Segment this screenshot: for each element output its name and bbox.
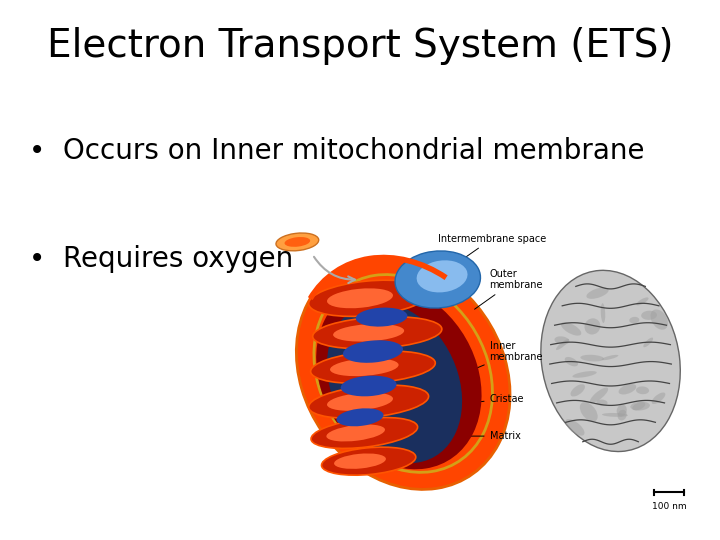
Text: •  Occurs on Inner mitochondrial membrane: • Occurs on Inner mitochondrial membrane — [29, 137, 644, 165]
Text: Electron Transport System (ETS): Electron Transport System (ETS) — [47, 27, 673, 65]
Ellipse shape — [580, 402, 598, 422]
Ellipse shape — [565, 419, 585, 436]
Ellipse shape — [322, 447, 415, 475]
Ellipse shape — [618, 410, 627, 421]
Ellipse shape — [336, 408, 384, 426]
Ellipse shape — [586, 287, 608, 299]
Ellipse shape — [600, 303, 606, 323]
Ellipse shape — [650, 309, 668, 330]
Ellipse shape — [343, 340, 403, 363]
FancyArrowPatch shape — [314, 257, 355, 283]
Ellipse shape — [580, 355, 604, 361]
Ellipse shape — [284, 237, 310, 247]
Ellipse shape — [641, 310, 657, 320]
Ellipse shape — [327, 288, 393, 308]
Ellipse shape — [309, 385, 428, 418]
Text: Inner
membrane: Inner membrane — [467, 341, 543, 373]
Ellipse shape — [564, 357, 578, 366]
Ellipse shape — [341, 376, 397, 396]
Ellipse shape — [333, 324, 404, 342]
Ellipse shape — [596, 400, 608, 406]
Ellipse shape — [632, 402, 645, 410]
Ellipse shape — [316, 284, 482, 469]
Ellipse shape — [616, 404, 627, 416]
Ellipse shape — [327, 393, 393, 411]
Ellipse shape — [327, 302, 462, 463]
Ellipse shape — [602, 413, 628, 417]
Text: Cristae: Cristae — [458, 394, 524, 404]
Ellipse shape — [601, 355, 618, 360]
Text: Matrix: Matrix — [441, 431, 521, 441]
Ellipse shape — [541, 271, 680, 451]
Ellipse shape — [309, 280, 428, 316]
Ellipse shape — [572, 371, 597, 378]
Ellipse shape — [652, 393, 665, 404]
Text: •  Requires oxygen: • Requires oxygen — [29, 245, 293, 273]
Ellipse shape — [585, 318, 600, 334]
Ellipse shape — [590, 388, 608, 403]
Ellipse shape — [311, 417, 418, 448]
Text: Intermembrane space: Intermembrane space — [427, 234, 546, 284]
Ellipse shape — [417, 260, 467, 293]
Ellipse shape — [297, 258, 510, 489]
Ellipse shape — [326, 424, 385, 442]
Text: 100 nm: 100 nm — [652, 502, 686, 511]
Ellipse shape — [561, 322, 581, 336]
Ellipse shape — [310, 351, 436, 383]
Ellipse shape — [630, 402, 650, 410]
Text: Outer
membrane: Outer membrane — [474, 269, 543, 309]
Ellipse shape — [636, 298, 649, 306]
Ellipse shape — [636, 387, 649, 394]
Ellipse shape — [570, 384, 585, 396]
Ellipse shape — [356, 308, 408, 327]
Ellipse shape — [554, 336, 570, 345]
Ellipse shape — [643, 338, 653, 347]
Ellipse shape — [312, 316, 442, 349]
Ellipse shape — [395, 251, 480, 308]
Ellipse shape — [276, 233, 319, 251]
Ellipse shape — [629, 317, 639, 323]
Ellipse shape — [556, 339, 569, 350]
Ellipse shape — [330, 358, 399, 376]
Ellipse shape — [334, 454, 386, 469]
Ellipse shape — [618, 384, 636, 395]
